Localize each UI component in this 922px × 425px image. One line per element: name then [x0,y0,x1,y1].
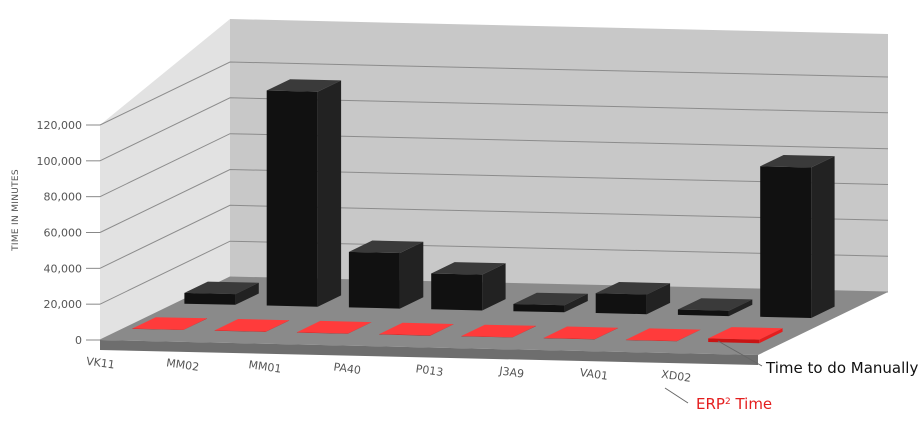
bar-front-face [266,90,318,307]
erp-bar-mm02 [214,319,290,332]
bar-top-face [625,328,701,341]
y-axis-ticks: 0 20,000 40,000 60,000 80,000 100,000 120,000 [37,119,100,347]
side-wall [100,19,230,340]
bar-front-face [431,273,483,311]
bar-top-face [708,327,783,340]
erp-bar-va01 [625,328,701,342]
gridline [99,61,889,126]
manual-bar-va01 [677,298,753,317]
y-tick-label: 40,000 [44,262,83,275]
bar-side-face [235,282,259,305]
erp-bar-vk11 [132,317,207,330]
y-tick-label: 60,000 [44,227,83,240]
erp-bar-mm01 [296,320,372,334]
bar-side-face [676,329,701,342]
manual-bar-mm02 [266,79,342,307]
bar-front-face [625,339,677,342]
gridline [99,204,889,269]
erp-bar-pa40 [379,322,454,336]
bar-top-face [461,324,536,338]
gridline [99,133,889,198]
y-tick-label: 120,000 [37,119,83,132]
bar-side-face [594,327,619,340]
bar-front-face [461,336,513,338]
bar-side-face [759,328,783,344]
bar-top-face [677,298,753,311]
bar-front-face [379,334,431,336]
y-tick-label: 20,000 [44,298,83,311]
manual-bar-p013 [513,292,588,313]
category-label: PA40 [333,360,362,377]
bar-side-face [265,320,290,332]
bar-front-face [513,304,565,313]
manual-bar-xd02 [760,155,835,318]
bar-top-face [296,320,372,334]
bar-top-face [543,326,619,339]
bar-front-face [543,337,595,340]
series-2-leader [664,387,689,404]
bar-side-face [482,263,506,311]
bar-top-face [266,79,342,92]
bar-front-face [595,293,647,315]
y-tick-label: 100,000 [37,155,83,168]
chart-bars [132,79,835,344]
floor-front-edge [100,340,758,365]
bar-top-face [214,319,290,332]
series-1-leader [717,340,763,367]
bar-top-face [132,317,207,330]
bar-side-face [728,299,753,317]
manual-bar-pa40 [431,262,506,311]
y-tick-label: 80,000 [44,191,83,204]
series-1-label: Time to do Manually [765,359,918,377]
series-2-label: ERP2 Time [696,395,772,413]
back-wall [230,19,888,292]
gridline [99,168,889,233]
category-labels: VK11 MM02 MM01 PA40 P013 J3A9 VA01 XD02 [85,355,692,385]
bar-top-face [431,262,506,275]
bar-side-face [646,283,671,315]
bar-top-face [379,322,454,336]
bar-top-face [595,282,671,295]
bar-front-face [184,292,236,305]
manual-bar-j3a9 [595,282,671,315]
category-label: XD02 [660,368,692,385]
erp-bar-p013 [461,324,536,338]
gridline [99,97,889,162]
bar-side-face [512,325,536,338]
bar-front-face [708,338,760,344]
erp-bar-j3a9 [543,326,619,340]
category-label: J3A9 [498,364,525,380]
bar-side-face [347,322,372,334]
manual-bar-mm01 [348,240,424,309]
bar-front-face [348,251,400,309]
bar-side-face [430,324,454,336]
erp-bar-xd02 [708,327,783,344]
category-label: VK11 [85,355,115,372]
bar-top-face [348,240,424,253]
category-label: P013 [415,362,444,379]
bar-front-face [132,328,184,330]
category-label: VA01 [579,366,609,383]
category-label: MM01 [248,358,282,375]
bar-side-face [399,241,424,309]
y-axis-title: TIME IN MINUTES [11,169,21,252]
bar-front-face [677,309,729,317]
y-tick-label: 0 [75,334,82,347]
bar-front-face [214,330,266,332]
bar-front-face [760,166,812,318]
bar-side-face [183,318,207,330]
bar-side-face [317,80,342,307]
bar-front-face [296,332,348,334]
gridline [99,240,889,305]
category-label: MM02 [165,356,199,373]
chart-walls [100,19,888,340]
bar-top-face [760,155,835,168]
bar-top-face [184,281,259,295]
manual-bar-vk11 [184,281,259,305]
bar-side-face [564,293,588,313]
bar-side-face [811,156,835,318]
bar-top-face [513,292,588,306]
